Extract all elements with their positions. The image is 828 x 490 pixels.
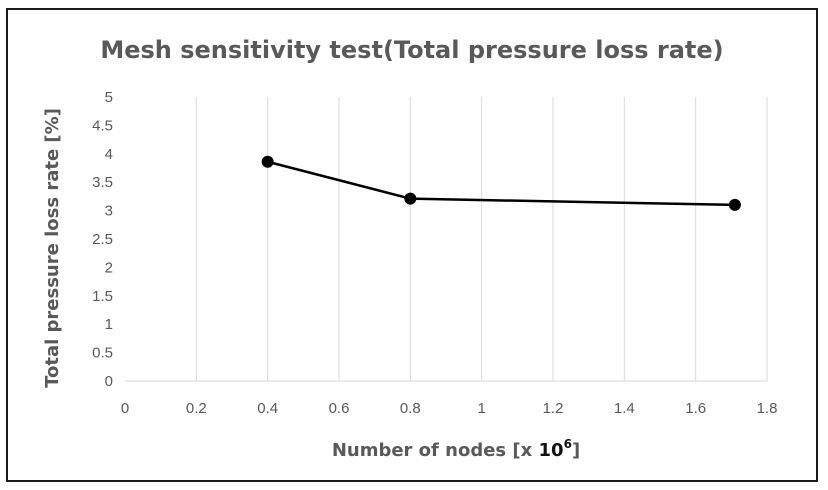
- y-tick-label: 2.5: [92, 231, 113, 248]
- data-point: [404, 192, 417, 205]
- y-axis-title: Total pressure loss rate [%]: [42, 108, 63, 388]
- chart-frame: Mesh sensitivity test(Total pressure los…: [6, 8, 818, 482]
- chart-svg: Mesh sensitivity test(Total pressure los…: [42, 36, 778, 461]
- y-tick-label: 4: [105, 146, 113, 163]
- x-tick-label: 1.2: [543, 400, 564, 417]
- y-tick-label: 2: [105, 259, 113, 276]
- y-tick-label: 3.5: [92, 174, 113, 191]
- y-tick-label: 1: [105, 316, 113, 333]
- x-tick-labels: 0 0.2 0.4 0.6 0.8 1 1.2 1.4 1.6 1.8: [121, 400, 778, 417]
- x-tick-label: 1.4: [614, 400, 635, 417]
- grid-lines: [195, 97, 768, 381]
- y-tick-labels: 0 0.5 1 1.5 2 2.5 3 3.5 4 4.5 5: [92, 89, 113, 390]
- x-tick-label: 0.2: [186, 400, 207, 417]
- x-tick-label: 0.6: [329, 400, 350, 417]
- y-tick-label: 5: [105, 89, 113, 106]
- x-tick-label: 0: [121, 400, 129, 417]
- x-tick-label: 1.6: [685, 400, 706, 417]
- x-tick-label: 1: [477, 400, 485, 417]
- series-line: [267, 160, 735, 207]
- x-axis-exponent-base: 10: [539, 440, 564, 461]
- y-tick-label: 4.5: [92, 117, 113, 134]
- chart-title: Mesh sensitivity test(Total pressure los…: [100, 36, 723, 64]
- x-tick-label: 1.8: [757, 400, 778, 417]
- x-axis-title-text: Number of nodes [x: [332, 440, 539, 461]
- data-series: [261, 155, 741, 211]
- y-tick-label: 3: [105, 203, 113, 220]
- y-tick-label: 0: [105, 373, 113, 390]
- data-point: [728, 198, 741, 211]
- x-tick-label: 0.4: [257, 400, 278, 417]
- x-tick-label: 0.8: [400, 400, 421, 417]
- data-point: [261, 155, 274, 168]
- y-tick-label: 1.5: [92, 288, 113, 305]
- x-axis-title-close: ]: [572, 440, 580, 461]
- x-axis-exponent: 6: [564, 437, 572, 451]
- y-tick-label: 0.5: [92, 345, 113, 362]
- x-axis-title: Number of nodes [x 106]: [332, 437, 580, 461]
